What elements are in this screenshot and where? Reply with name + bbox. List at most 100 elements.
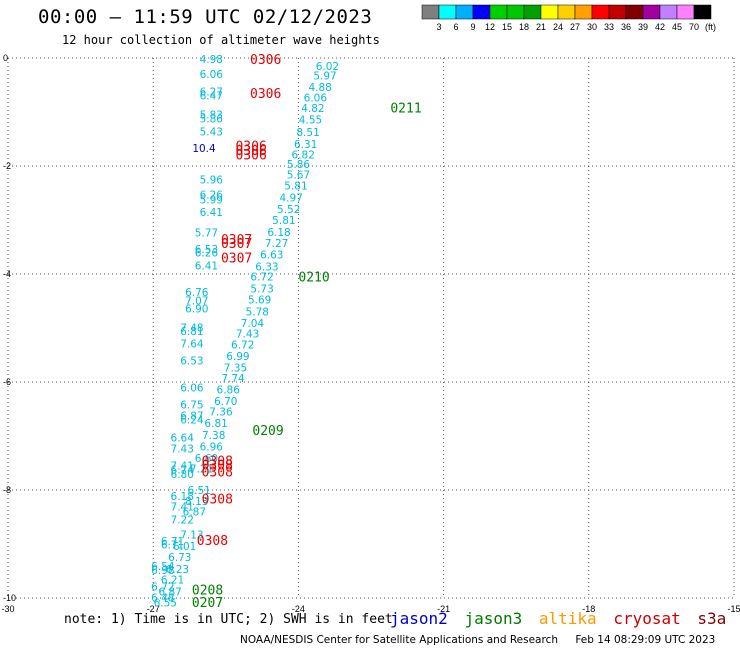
swh-point-jason3: 5.86 — [287, 159, 311, 171]
swh-point-jason3: 6.74 — [171, 464, 195, 476]
legend-swatch — [557, 4, 576, 20]
chart-grid — [7, 57, 735, 599]
swh-point-jason3: 6.87 — [183, 507, 206, 519]
swh-point-jason3: 6.72 — [231, 340, 254, 352]
legend-label: 36 — [621, 22, 631, 32]
swh-point-jason3: 6.54 — [151, 561, 175, 573]
swh-point-jason3: 6.27 — [200, 86, 223, 98]
sat-altika: altika — [538, 609, 597, 628]
swh-point-jason3: 7.38 — [202, 430, 225, 442]
legend-label: 21 — [536, 22, 546, 32]
swh-point-jason3: 6.21 — [161, 575, 184, 587]
swh-point-jason3: 6.06 — [180, 382, 204, 394]
swh-point-jason3: 6.76 — [185, 287, 209, 299]
swh-point-jason3: 6.80 — [171, 469, 194, 481]
legend-swatch — [659, 4, 678, 20]
swh-point-jason3: 7.41 — [171, 502, 194, 514]
legend-label: 70 — [689, 22, 699, 32]
credit-timestamp: Feb 14 08:29:09 UTC 2023 — [575, 634, 716, 646]
swh-point-jason3: 5.78 — [246, 306, 269, 318]
y-tick-label: -4 — [3, 269, 11, 279]
time-label: 0307 — [221, 233, 252, 248]
legend-swatch — [642, 4, 661, 20]
y-tick-label: -2 — [3, 161, 11, 171]
legend-label: 30 — [587, 22, 597, 32]
swh-point-jason3: 6.51 — [187, 485, 210, 497]
swh-point-jason3: 5.83 — [200, 110, 223, 122]
credit-source: NOAA/NESDIS Center for Satellite Applica… — [240, 634, 558, 646]
footer-note: note: 1) Time is in UTC; 2) SWH is in fe… — [64, 612, 393, 627]
swh-point-jason3: 6.71 — [161, 536, 184, 548]
swh-point-jason3: 6.24 — [180, 414, 204, 426]
sat-jason2: jason2 — [390, 609, 448, 628]
swh-point-jason3: 6.18 — [171, 491, 194, 503]
swh-point-jason3: 6.26 — [195, 247, 219, 259]
time-label: 0208 — [192, 583, 223, 598]
time-label: 0306 — [235, 144, 266, 159]
swh-point-jason3: 5.81 — [272, 215, 295, 227]
legend-swatch — [438, 4, 457, 20]
swh-point-jason3: 8.51 — [296, 127, 319, 139]
time-label: 0210 — [298, 271, 329, 286]
swh-point-jason3: 7.07 — [185, 295, 208, 307]
swh-point-jason3: 7.27 — [265, 238, 288, 250]
swh-point-jason3: 7.41 — [171, 461, 194, 473]
swh-point-jason3: 5.69 — [248, 294, 271, 306]
legend-swatch — [625, 4, 644, 20]
time-labels: 0306030603060306030603070307030703080308… — [192, 53, 422, 611]
swh-point-jason3: 6.98 — [151, 565, 174, 577]
swh-point-jason3: 6.73 — [168, 552, 191, 564]
time-label: 0308 — [202, 454, 233, 469]
legend-swatch — [472, 4, 491, 20]
x-tick-label: -24 — [292, 604, 305, 614]
legend-swatch — [506, 4, 525, 20]
sat-s3a: s3a — [697, 609, 727, 628]
swh-point-jason3: 6.81 — [180, 326, 203, 338]
swh-point-jason3: 6.81 — [204, 418, 227, 430]
swh-point-jason3: 7.36 — [209, 407, 233, 419]
legend-label: 3 — [436, 22, 441, 32]
swh-point-jason3: 4.82 — [301, 103, 324, 115]
swh-point-jason3: 7.48 — [180, 322, 203, 334]
swh-point-jason3: 6.86 — [217, 385, 241, 397]
swh-point-jason3: 6.41 — [195, 260, 218, 272]
legend-swatch — [574, 4, 593, 20]
time-label: 0307 — [221, 251, 252, 266]
time-label: 0211 — [390, 102, 421, 117]
color-legend: 3 6 9 12 15 18 21 24 27 30 33 36 39 42 45 70 (ft) — [421, 4, 716, 32]
swh-point-jason3: 4.98 — [200, 54, 223, 66]
x-tick-label: -27 — [147, 604, 160, 614]
legend-swatch — [591, 4, 610, 20]
swh-point-jason3: 7.13 — [180, 529, 203, 541]
swh-point-jason3: 6.82 — [292, 150, 315, 162]
swh-point-jason3: 7.22 — [171, 515, 194, 527]
time-label: 0308 — [202, 466, 233, 481]
legend-swatch — [523, 4, 542, 20]
swh-point-jason3: 6.87 — [180, 410, 203, 422]
time-label: 0209 — [252, 424, 283, 439]
swh-point-jason3: 4.55 — [299, 115, 322, 127]
swh-point-jason3: 5.67 — [287, 170, 310, 182]
swh-point-jason3: 6.63 — [260, 250, 283, 262]
legend-label: 39 — [638, 22, 648, 32]
legend-label: 6 — [453, 22, 458, 32]
swh-point-jason3: 6.41 — [200, 207, 223, 219]
swh-point-jason3: 8.13 — [185, 496, 208, 508]
time-label: 0308 — [202, 493, 233, 508]
swh-point-jason3: 7.74 — [221, 373, 245, 385]
chart-subtitle: 12 hour collection of altimeter wave hei… — [62, 33, 380, 47]
swh-point-jason3: 6.71 — [161, 540, 184, 552]
swh-point-jason3: 6.47 — [200, 90, 223, 102]
swh-point-jason3: 4.88 — [308, 82, 331, 94]
swh-point-jason3: 6.60 — [195, 453, 218, 465]
time-label: 0207 — [192, 596, 223, 611]
swh-point-jason3: 5.77 — [195, 227, 218, 239]
time-label: 0308 — [197, 534, 228, 549]
swh-point-jason3: 6.99 — [226, 351, 249, 363]
legend-label: 15 — [502, 22, 512, 32]
swh-point-jason3: 6.26 — [200, 190, 224, 202]
swh-point-jason3: 7.43 — [236, 328, 259, 340]
swh-point-jason3: 6.23 — [166, 564, 189, 576]
swh-point-jason3: 6.18 — [267, 227, 290, 239]
legend-swatch — [676, 4, 695, 20]
